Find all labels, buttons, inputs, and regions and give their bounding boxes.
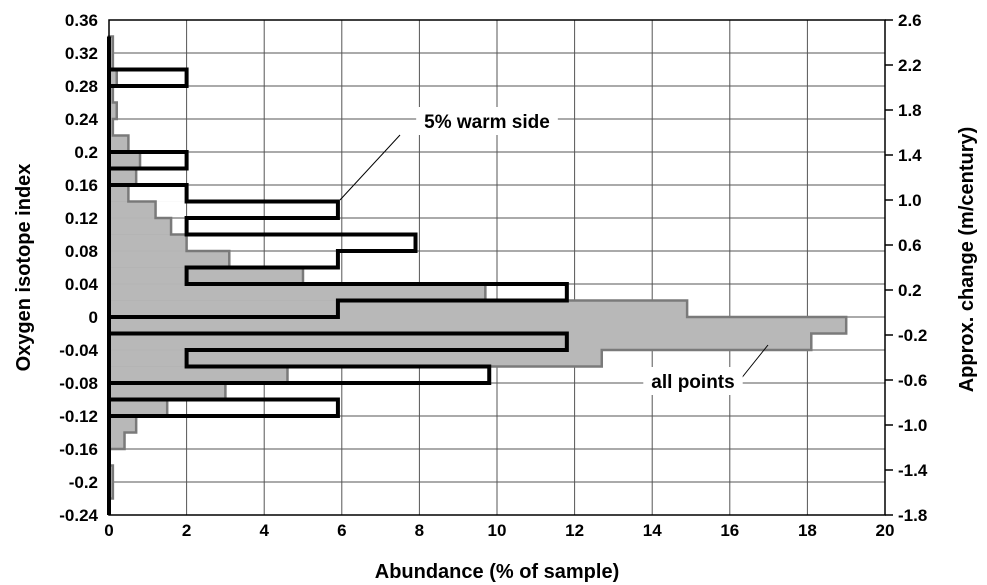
- y-tick-label: 0.2: [74, 143, 98, 162]
- tick-labels: 0 2 4 6 8 10 12 14 16 18 20 -0.24 -0.2 -0.16 -0.12 -0.0…: [59, 11, 928, 540]
- x-tick-label: 16: [720, 521, 739, 540]
- x-tick-label: 8: [415, 521, 424, 540]
- y-tick-label: -0.24: [59, 506, 98, 525]
- warm-side-bar: [108, 69, 187, 87]
- x-tick-label: 4: [259, 521, 269, 540]
- y2-tick-label: 1.4: [898, 146, 922, 165]
- x-tick-label: 0: [104, 521, 113, 540]
- all-points-bar: [109, 69, 117, 86]
- all-points-bar: [109, 317, 847, 334]
- y-tick-label: 0: [89, 308, 98, 327]
- all-points-leader-line: [739, 344, 769, 381]
- all-points-bar: [109, 416, 137, 433]
- x-tick-label: 10: [488, 521, 507, 540]
- all-points-bar: [109, 300, 688, 317]
- x-tick-label: 6: [337, 521, 346, 540]
- all-points-bar: [109, 135, 129, 152]
- all-points-label-background: [643, 367, 743, 395]
- all-points-bar: [109, 168, 137, 185]
- y-tick-label: -0.16: [59, 440, 98, 459]
- all-points-bar: [109, 399, 168, 416]
- y2-tick-label: -0.2: [898, 326, 927, 345]
- all-points-bar: [109, 185, 129, 202]
- y-tick-label: -0.2: [69, 473, 98, 492]
- all-points-bar: [109, 218, 172, 235]
- all-points-bar: [109, 102, 117, 119]
- x-tick-label: 18: [798, 521, 817, 540]
- x-tick-label: 14: [643, 521, 662, 540]
- x-tick-label: 2: [182, 521, 191, 540]
- plot-frame: [108, 19, 886, 516]
- x-tick-label: 20: [876, 521, 895, 540]
- y-tick-label: 0.08: [65, 242, 98, 261]
- y2-tick-label: 1.0: [898, 191, 922, 210]
- y2-tick-label: -0.6: [898, 371, 927, 390]
- y2-axis-title: Approx. change (m/century): [956, 127, 978, 393]
- all-points-bar: [109, 333, 812, 350]
- y2-tick-label: -1.4: [898, 461, 928, 480]
- all-points-bar: [109, 251, 230, 268]
- warm-side-label: 5% warm side: [424, 112, 550, 133]
- all-points-bar: [109, 201, 156, 218]
- x-tick-label: 12: [565, 521, 584, 540]
- y2-tick-label: 0.2: [898, 281, 922, 300]
- all-points-bar: [109, 284, 486, 301]
- y-tick-label: -0.12: [59, 407, 98, 426]
- all-points-bar: [109, 432, 125, 449]
- y-tick-label: -0.04: [59, 341, 98, 360]
- y2-tick-label: -1.8: [898, 506, 927, 525]
- warm-side-leader-line: [339, 134, 401, 201]
- all-points-bar: [109, 152, 141, 169]
- annotations: 5% warm side all points: [339, 107, 769, 395]
- y-tick-label: 0.12: [65, 209, 98, 228]
- y2-tick-label: 1.8: [898, 101, 922, 120]
- all-points-bar: [109, 267, 303, 284]
- y-axis-title: Oxygen isotope index: [13, 164, 35, 372]
- y2-tick-label: -1.0: [898, 416, 927, 435]
- all-points-bar: [109, 366, 288, 383]
- all-points-bar: [109, 350, 602, 367]
- y2-tick-label: 2.6: [898, 11, 922, 30]
- all-points-label: all points: [651, 372, 734, 393]
- y-tick-label: 0.04: [65, 275, 99, 294]
- x-axis-title: Abundance (% of sample): [375, 561, 619, 583]
- y2-tick-label: 0.6: [898, 236, 922, 255]
- all-points-bar: [109, 234, 187, 251]
- all-points-series: [107, 35, 848, 515]
- warm-side-label-background: [416, 107, 558, 135]
- all-points-bar: [109, 383, 226, 400]
- y-tick-label: 0.36: [65, 11, 98, 30]
- y-tick-label: 0.24: [65, 110, 99, 129]
- y-tick-label: -0.08: [59, 374, 98, 393]
- y-tick-label: 0.32: [65, 44, 98, 63]
- y2-tick-label: 2.2: [898, 56, 922, 75]
- y-tick-label: 0.28: [65, 77, 98, 96]
- y-tick-label: 0.16: [65, 176, 98, 195]
